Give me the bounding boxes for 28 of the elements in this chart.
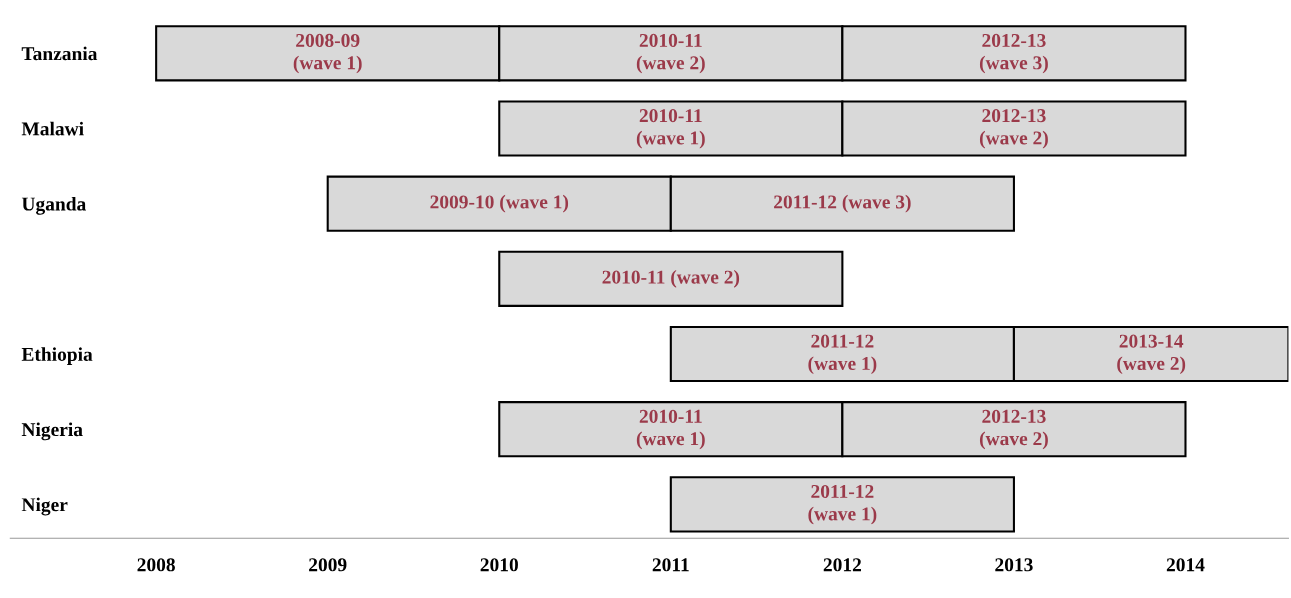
x-tick-label: 2009 (309, 558, 347, 572)
data-label: 2011-12 (wave 3) (774, 194, 911, 213)
data-label: 2011-12 (wave 1) (808, 484, 877, 525)
y-tick-label: Niger (21, 497, 68, 516)
y-tick-label: Ethiopia (21, 347, 93, 365)
y-tick-label: Nigeria (21, 422, 83, 441)
x-tick-label: 2011 (652, 558, 689, 572)
data-label: 2010-11 (wave 1) (636, 409, 705, 450)
y-tick-label: Uganda (21, 196, 86, 215)
x-tick-label: 2013 (995, 558, 1033, 572)
x-tick-label: 2010 (480, 558, 518, 572)
data-label: 2010-11 (wave 2) (636, 33, 705, 74)
data-label: 2012-13 (wave 2) (979, 409, 1048, 450)
bar (669, 476, 1015, 533)
x-tick-label: 2008 (137, 558, 175, 572)
bar (498, 250, 844, 307)
data-label: 2011-12 (wave 1) (808, 334, 877, 375)
y-tick-label: Tanzania (21, 46, 98, 61)
data-label: 2012-13 (wave 3) (979, 33, 1048, 74)
data-label: 2009-10 (wave 1) (430, 194, 569, 213)
data-label: 2010-11 (wave 1) (636, 109, 705, 149)
y-tick-label: Malawi (21, 121, 84, 136)
data-label: 2012-13 (wave 2) (979, 109, 1048, 149)
x-tick-label: 2012 (823, 558, 861, 572)
x-tick-label: 2014 (1166, 558, 1205, 572)
data-label: 2008-09 (wave 1) (293, 33, 362, 74)
data-label: 2010-11 (wave 2) (602, 270, 740, 288)
data-label: 2013-14 (wave 2) (1117, 334, 1186, 375)
